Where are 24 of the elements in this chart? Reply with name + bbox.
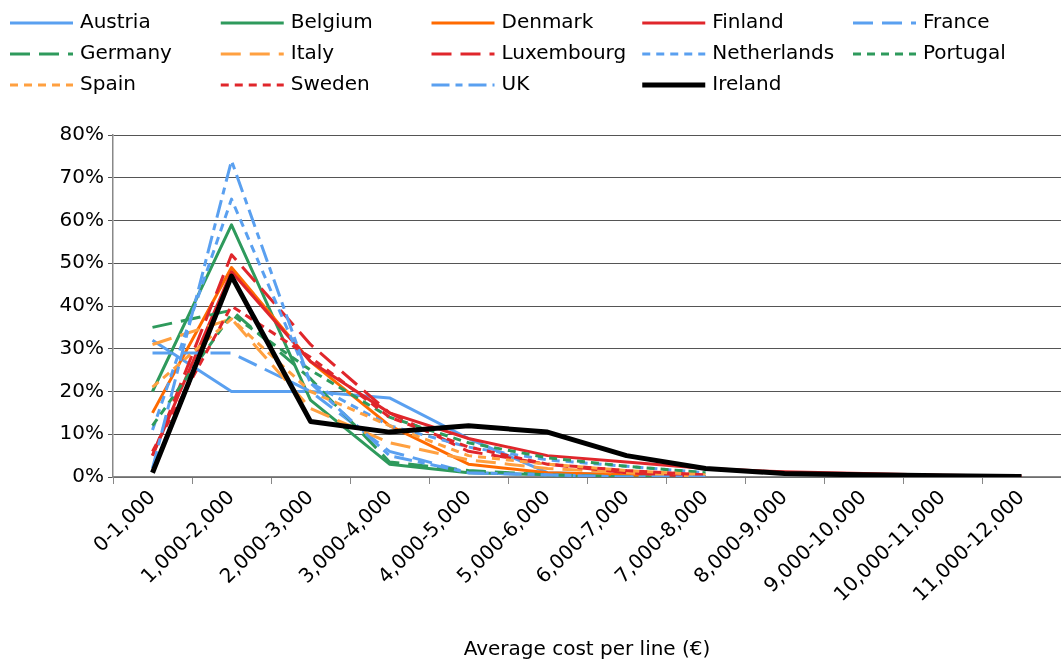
legend-label: Luxembourg [501,40,627,65]
legend-label: Finland [712,9,784,34]
y-tick-label: 40% [59,292,104,317]
y-tick-label: 30% [59,334,104,359]
legend-label: UK [501,71,531,96]
legend-label: Portugal [923,40,1006,65]
y-tick-label: 50% [59,249,104,274]
legend-label: Belgium [290,9,373,34]
legend-label: Austria [80,9,151,34]
y-tick-label: 60% [59,206,104,231]
legend-label: Germany [80,40,173,65]
y-tick-label: 0% [72,463,104,488]
y-tick-label: 80% [59,121,104,146]
y-tick-label: 20% [59,377,104,402]
legend-label: Ireland [712,71,782,96]
legend-label: Spain [80,71,136,96]
y-tick-label: 10% [59,420,104,445]
legend-label: Netherlands [712,40,835,65]
legend-label: France [923,9,990,34]
legend-label: Italy [290,40,335,65]
legend-label: Sweden [290,71,370,96]
legend-label: Denmark [501,9,594,34]
x-axis-title: Average cost per line (€) [463,636,711,661]
y-tick-label: 70% [59,163,104,188]
